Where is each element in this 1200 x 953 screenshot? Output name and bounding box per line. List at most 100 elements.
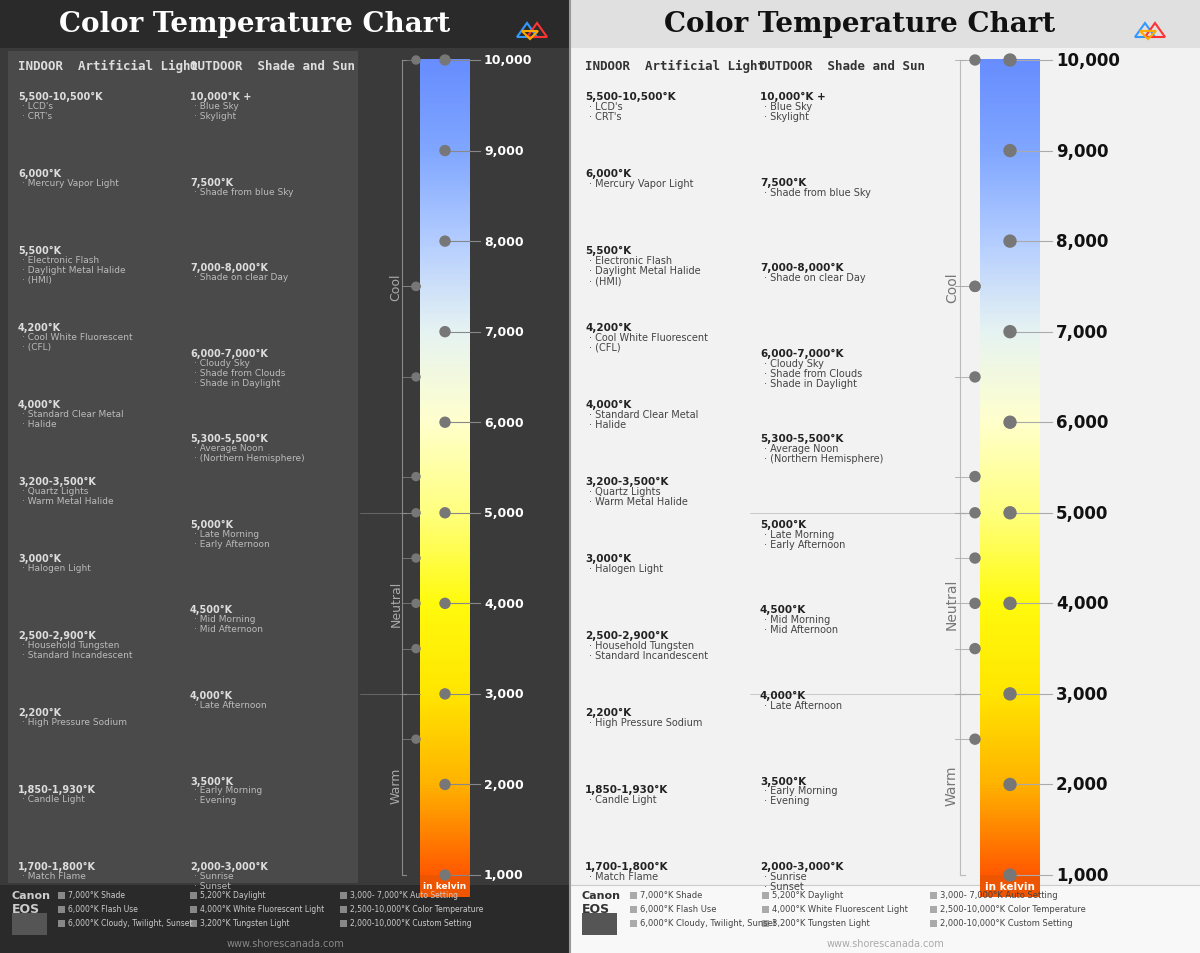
Bar [420,624,470,628]
Bar [980,136,1040,140]
Bar [980,179,1040,183]
Text: · Late Afternoon: · Late Afternoon [194,700,266,709]
Bar [420,364,470,368]
Bar [980,736,1040,740]
Bar [980,630,1040,634]
Bar [420,720,470,723]
Text: · Shade in Daylight: · Shade in Daylight [764,378,857,388]
Text: EOS: EOS [582,902,610,916]
Bar [420,733,470,737]
Bar [420,692,470,696]
Bar [762,892,769,899]
Bar [980,310,1040,314]
Bar [420,188,470,192]
Bar [980,375,1040,378]
Bar [980,294,1040,297]
Bar [980,617,1040,620]
Circle shape [1004,235,1016,248]
Bar [980,106,1040,110]
Bar [980,524,1040,528]
Bar [980,223,1040,227]
Text: · Blue Sky: · Blue Sky [194,102,239,111]
Bar [980,871,1040,875]
Circle shape [970,472,980,482]
Bar [340,920,347,927]
Bar [980,288,1040,292]
Text: 3,200-3,500°K: 3,200-3,500°K [586,476,668,487]
Bar [980,551,1040,555]
Bar [980,850,1040,853]
Text: 3,000: 3,000 [1056,685,1109,703]
Bar [420,777,470,781]
Bar [980,861,1040,864]
Bar [980,602,1040,606]
Bar [420,423,470,427]
Text: Canon: Canon [12,890,50,900]
Bar [980,817,1040,821]
Bar [980,638,1040,641]
Bar [420,467,470,471]
Bar [980,332,1040,335]
Text: 7,000: 7,000 [484,326,523,339]
Circle shape [412,599,420,608]
Bar [420,708,470,712]
Circle shape [1004,688,1016,700]
Bar [420,486,470,490]
Bar [420,345,470,349]
Bar [980,828,1040,832]
Bar [420,875,470,897]
Bar [420,527,470,531]
Text: 8,000: 8,000 [484,235,523,249]
Bar [420,351,470,354]
Text: 2,200°K: 2,200°K [586,707,631,718]
Text: · Quartz Lights: · Quartz Lights [589,486,661,497]
Bar [980,68,1040,71]
Bar [980,863,1040,867]
Bar [980,557,1040,560]
Bar [980,655,1040,658]
Bar [980,516,1040,519]
Text: 3,200°K Tungsten Light: 3,200°K Tungsten Light [772,919,870,927]
Bar [420,377,470,381]
Bar [980,586,1040,590]
Bar [980,261,1040,265]
Bar [980,711,1040,715]
Bar [420,166,470,170]
Bar [980,323,1040,327]
Bar [420,774,470,778]
Bar [980,407,1040,411]
Bar [980,380,1040,384]
Bar [420,589,470,593]
Bar [420,573,470,577]
Bar [420,833,470,837]
Bar [420,152,470,156]
Bar [980,212,1040,215]
Bar [0,0,570,953]
Bar [420,602,470,606]
Text: in kelvin: in kelvin [424,882,467,890]
Bar [980,720,1040,723]
Bar [980,169,1040,172]
Bar [420,866,470,870]
Bar [420,429,470,433]
Bar [420,828,470,832]
Bar [420,806,470,810]
Bar [420,706,470,710]
Bar [420,355,470,359]
Text: · Candle Light: · Candle Light [589,794,656,804]
Bar [420,714,470,718]
Bar [980,640,1040,644]
Bar [980,201,1040,205]
Bar [980,700,1040,704]
Bar [420,426,470,430]
Bar [930,892,937,899]
Text: 10,000°K +: 10,000°K + [190,91,251,102]
Bar [420,803,470,807]
Text: Warm: Warm [390,766,402,802]
Bar [980,386,1040,390]
Bar [980,483,1040,487]
Text: · Early Morning: · Early Morning [764,785,838,796]
Text: · Sunrise: · Sunrise [194,871,234,880]
Bar [980,480,1040,484]
Bar [980,342,1040,346]
